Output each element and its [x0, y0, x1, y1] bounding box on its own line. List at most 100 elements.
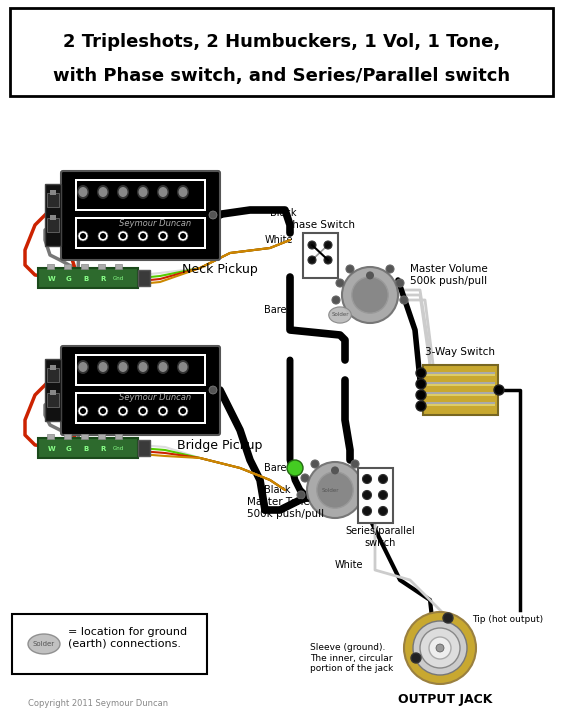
Circle shape	[416, 368, 426, 378]
Ellipse shape	[139, 362, 148, 372]
Ellipse shape	[139, 187, 148, 197]
Bar	[426, 373, 495, 376]
Circle shape	[416, 390, 426, 400]
Bar	[98, 434, 105, 439]
Circle shape	[378, 506, 387, 515]
Text: OUTPUT JACK: OUTPUT JACK	[398, 693, 492, 706]
Text: Solder: Solder	[331, 313, 349, 318]
Circle shape	[80, 233, 86, 239]
Text: Copyright 2011 Seymour Duncan: Copyright 2011 Seymour Duncan	[28, 699, 168, 708]
Text: G: G	[66, 276, 72, 282]
Circle shape	[324, 241, 332, 249]
Circle shape	[138, 406, 148, 416]
Text: B: B	[83, 446, 89, 452]
FancyBboxPatch shape	[10, 8, 553, 96]
Circle shape	[98, 231, 108, 241]
Bar	[64, 434, 71, 439]
Bar	[75, 217, 206, 249]
Circle shape	[308, 256, 316, 264]
Text: White: White	[265, 235, 293, 245]
Circle shape	[351, 460, 359, 468]
Circle shape	[78, 231, 88, 241]
Circle shape	[363, 491, 372, 500]
Circle shape	[346, 265, 354, 273]
Text: W: W	[48, 276, 56, 282]
Ellipse shape	[157, 360, 169, 374]
Circle shape	[140, 233, 146, 239]
Bar	[77, 181, 204, 209]
Text: Bare: Bare	[264, 463, 287, 473]
Circle shape	[386, 265, 394, 273]
Circle shape	[332, 296, 340, 304]
Circle shape	[209, 211, 217, 219]
Bar	[38, 438, 138, 458]
Text: Seymour Duncan: Seymour Duncan	[119, 394, 191, 402]
Text: Phase Switch: Phase Switch	[285, 220, 355, 230]
Text: Solder: Solder	[321, 488, 339, 493]
Circle shape	[287, 460, 303, 476]
Circle shape	[331, 466, 339, 474]
Bar	[47, 193, 59, 207]
Ellipse shape	[177, 185, 189, 199]
Circle shape	[336, 279, 344, 287]
Ellipse shape	[137, 360, 149, 374]
Bar	[75, 354, 206, 386]
Ellipse shape	[117, 185, 129, 199]
Bar	[81, 434, 88, 439]
Text: B: B	[83, 276, 89, 282]
Circle shape	[317, 472, 353, 508]
Text: Master Volume
500k push/pull: Master Volume 500k push/pull	[410, 264, 488, 286]
Text: W: W	[48, 446, 56, 452]
Circle shape	[404, 612, 476, 684]
Bar	[426, 402, 495, 404]
Ellipse shape	[118, 187, 127, 197]
Text: Series/parallel
switch: Series/parallel switch	[345, 526, 415, 548]
Bar	[138, 270, 150, 286]
FancyBboxPatch shape	[12, 614, 207, 674]
Circle shape	[120, 408, 126, 414]
Circle shape	[366, 271, 374, 279]
Bar	[115, 264, 122, 269]
Circle shape	[365, 491, 373, 499]
Ellipse shape	[99, 362, 108, 372]
Circle shape	[178, 231, 188, 241]
Circle shape	[411, 653, 421, 663]
Circle shape	[378, 474, 387, 483]
Bar	[115, 434, 122, 439]
Circle shape	[120, 233, 126, 239]
Text: Bare: Bare	[264, 305, 287, 315]
Bar	[426, 392, 495, 394]
Circle shape	[180, 233, 186, 239]
Bar	[77, 356, 204, 384]
Text: Seymour Duncan: Seymour Duncan	[119, 219, 191, 228]
Bar	[47, 393, 59, 407]
Circle shape	[98, 406, 108, 416]
Ellipse shape	[178, 187, 187, 197]
Bar	[50, 215, 56, 220]
Bar	[47, 434, 54, 439]
Circle shape	[301, 474, 309, 482]
Text: Black: Black	[270, 208, 297, 218]
Text: Tip (hot output): Tip (hot output)	[472, 615, 543, 624]
Circle shape	[400, 296, 408, 304]
Bar	[75, 392, 206, 424]
Ellipse shape	[78, 187, 87, 197]
Circle shape	[140, 408, 146, 414]
Circle shape	[363, 474, 372, 483]
FancyBboxPatch shape	[61, 171, 220, 260]
Circle shape	[308, 241, 316, 249]
Text: Gnd: Gnd	[112, 276, 124, 281]
Bar	[423, 365, 498, 415]
Bar	[45, 184, 61, 246]
Circle shape	[80, 408, 86, 414]
Bar	[47, 264, 54, 269]
Ellipse shape	[158, 187, 168, 197]
Circle shape	[378, 491, 387, 500]
Bar	[426, 383, 495, 386]
Circle shape	[396, 279, 404, 287]
Ellipse shape	[157, 185, 169, 199]
Bar	[426, 382, 495, 384]
Bar	[426, 403, 495, 406]
Circle shape	[158, 406, 168, 416]
Circle shape	[160, 233, 166, 239]
